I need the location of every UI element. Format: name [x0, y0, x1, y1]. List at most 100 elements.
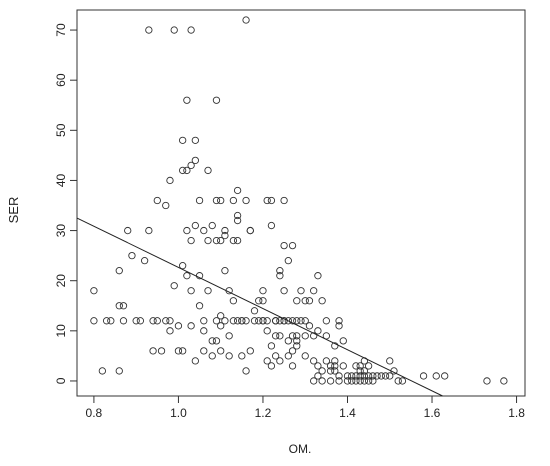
- data-point: [246, 347, 254, 355]
- data-point: [263, 196, 271, 205]
- data-point: [102, 317, 111, 325]
- data-point: [225, 332, 233, 340]
- data-point: [343, 372, 352, 380]
- data-point: [250, 317, 259, 325]
- y-tick-label: 50: [54, 123, 68, 137]
- data-point: [301, 297, 309, 305]
- data-point: [115, 302, 123, 310]
- data-point: [217, 347, 225, 355]
- data-point: [204, 287, 212, 295]
- data-point: [140, 256, 149, 265]
- data-point: [297, 317, 305, 325]
- data-point: [280, 196, 288, 205]
- data-point: [200, 347, 208, 355]
- data-point: [267, 342, 276, 350]
- data-point: [187, 287, 195, 295]
- data-point: [483, 377, 491, 385]
- data-point: [331, 357, 339, 365]
- data-point: [174, 347, 183, 355]
- data-point: [179, 262, 187, 270]
- data-point: [500, 377, 508, 385]
- data-point: [310, 377, 318, 385]
- data-point: [179, 136, 187, 144]
- data-point: [360, 377, 369, 385]
- data-point: [326, 377, 335, 385]
- data-point: [326, 362, 335, 370]
- data-point: [335, 377, 343, 385]
- data-point: [280, 287, 288, 295]
- data-point: [381, 372, 390, 380]
- data-point: [149, 317, 157, 325]
- data-point: [166, 327, 174, 335]
- data-point: [170, 282, 178, 290]
- data-point: [284, 256, 292, 265]
- data-point: [432, 372, 440, 380]
- data-point: [200, 317, 208, 325]
- y-tick-label: 0: [54, 377, 68, 384]
- data-point: [398, 377, 407, 385]
- data-point: [233, 317, 242, 325]
- data-point: [195, 302, 204, 310]
- x-tick-label: 1.8: [508, 406, 525, 420]
- data-point: [293, 332, 301, 340]
- data-point: [364, 377, 373, 385]
- data-point: [221, 267, 229, 275]
- data-point: [335, 317, 343, 325]
- data-point: [276, 317, 284, 325]
- data-point: [187, 161, 195, 170]
- data-point: [284, 317, 292, 325]
- data-point: [115, 367, 123, 375]
- data-point: [331, 342, 339, 350]
- data-point: [288, 362, 297, 370]
- x-tick-label: 0.8: [86, 406, 103, 420]
- data-point: [322, 317, 331, 325]
- data-point: [259, 297, 267, 305]
- data-point: [352, 377, 360, 385]
- data-point: [136, 317, 145, 325]
- data-point: [229, 297, 238, 305]
- data-point: [212, 236, 221, 245]
- data-point: [386, 357, 394, 365]
- data-point: [183, 166, 191, 175]
- data-point: [208, 352, 216, 360]
- data-point: [128, 251, 136, 260]
- data-point: [212, 317, 221, 325]
- data-point: [166, 176, 174, 185]
- data-point: [373, 372, 381, 380]
- x-tick-label: 1.6: [424, 406, 441, 420]
- y-tick-label: 40: [54, 173, 68, 187]
- data-point: [191, 156, 199, 165]
- data-point: [200, 226, 208, 235]
- data-point: [297, 287, 305, 295]
- data-point: [225, 352, 233, 360]
- data-point: [276, 272, 284, 280]
- data-point: [360, 367, 369, 375]
- data-point: [271, 332, 280, 340]
- x-tick-label: 1.0: [170, 406, 187, 420]
- data-point: [187, 236, 195, 245]
- data-point: [314, 362, 322, 370]
- data-point: [153, 317, 161, 325]
- data-point: [250, 307, 259, 315]
- data-point: [310, 332, 318, 340]
- data-point: [183, 272, 191, 280]
- data-point: [229, 196, 238, 205]
- data-point: [238, 317, 246, 325]
- data-point: [263, 317, 271, 325]
- data-point: [238, 352, 246, 360]
- data-point: [267, 362, 276, 370]
- data-point: [335, 322, 343, 330]
- data-point: [377, 372, 385, 380]
- data-point: [217, 322, 225, 330]
- data-point: [187, 26, 195, 34]
- data-point: [356, 377, 364, 385]
- data-point: [339, 337, 347, 345]
- data-point: [233, 236, 242, 245]
- data-point: [276, 357, 284, 365]
- data-point: [356, 367, 364, 375]
- data-point: [212, 196, 221, 205]
- data-point: [360, 372, 369, 380]
- data-point: [204, 166, 212, 175]
- data-point: [233, 216, 242, 225]
